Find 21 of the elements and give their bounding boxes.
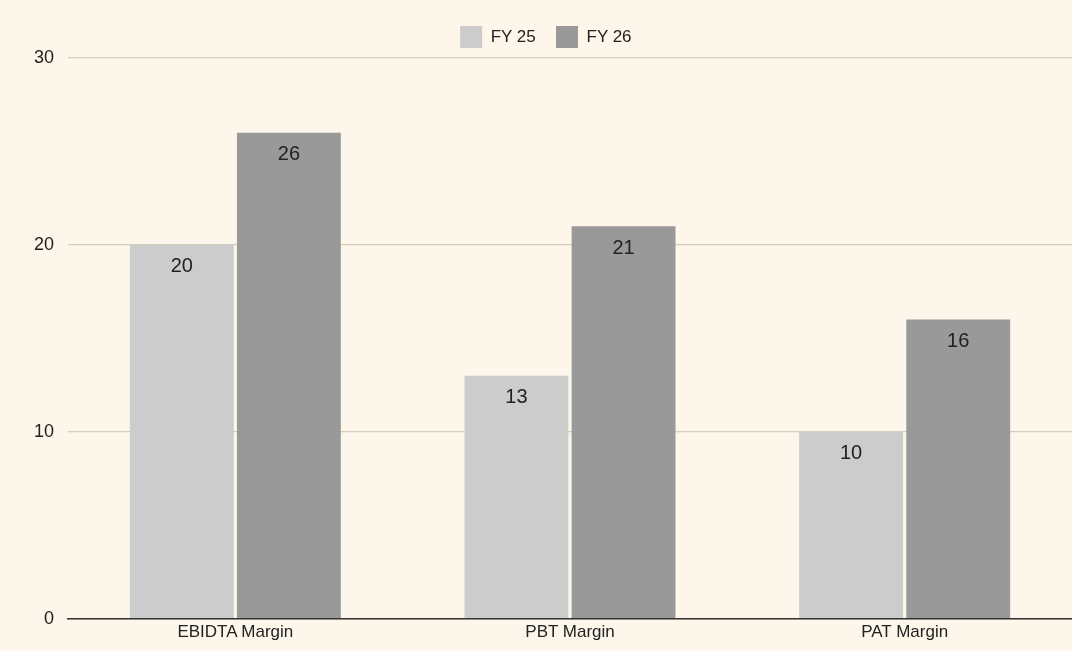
x-tick-label: PAT Margin [861,622,949,642]
y-tick-label: 10 [33,420,55,441]
data-label: 16 [947,329,970,352]
y-tick-label: 0 [44,607,55,628]
bar [464,375,569,618]
bar [799,431,904,618]
data-label: 20 [170,254,193,277]
bar [236,132,341,618]
legend-label: FY 25 [490,26,536,46]
data-label: 26 [277,142,301,165]
data-label: 21 [612,235,635,258]
legend-label: FY 26 [586,26,632,46]
data-label: 10 [840,441,863,464]
bar [129,244,234,618]
data-label: 13 [505,385,528,408]
bar [906,319,1011,618]
y-tick-label: 20 [33,233,55,254]
y-tick-label: 30 [33,46,55,67]
x-tick-label: EBIDTA Margin [177,622,294,642]
x-tick-label: PBT Margin [525,622,615,642]
bar [571,226,676,618]
